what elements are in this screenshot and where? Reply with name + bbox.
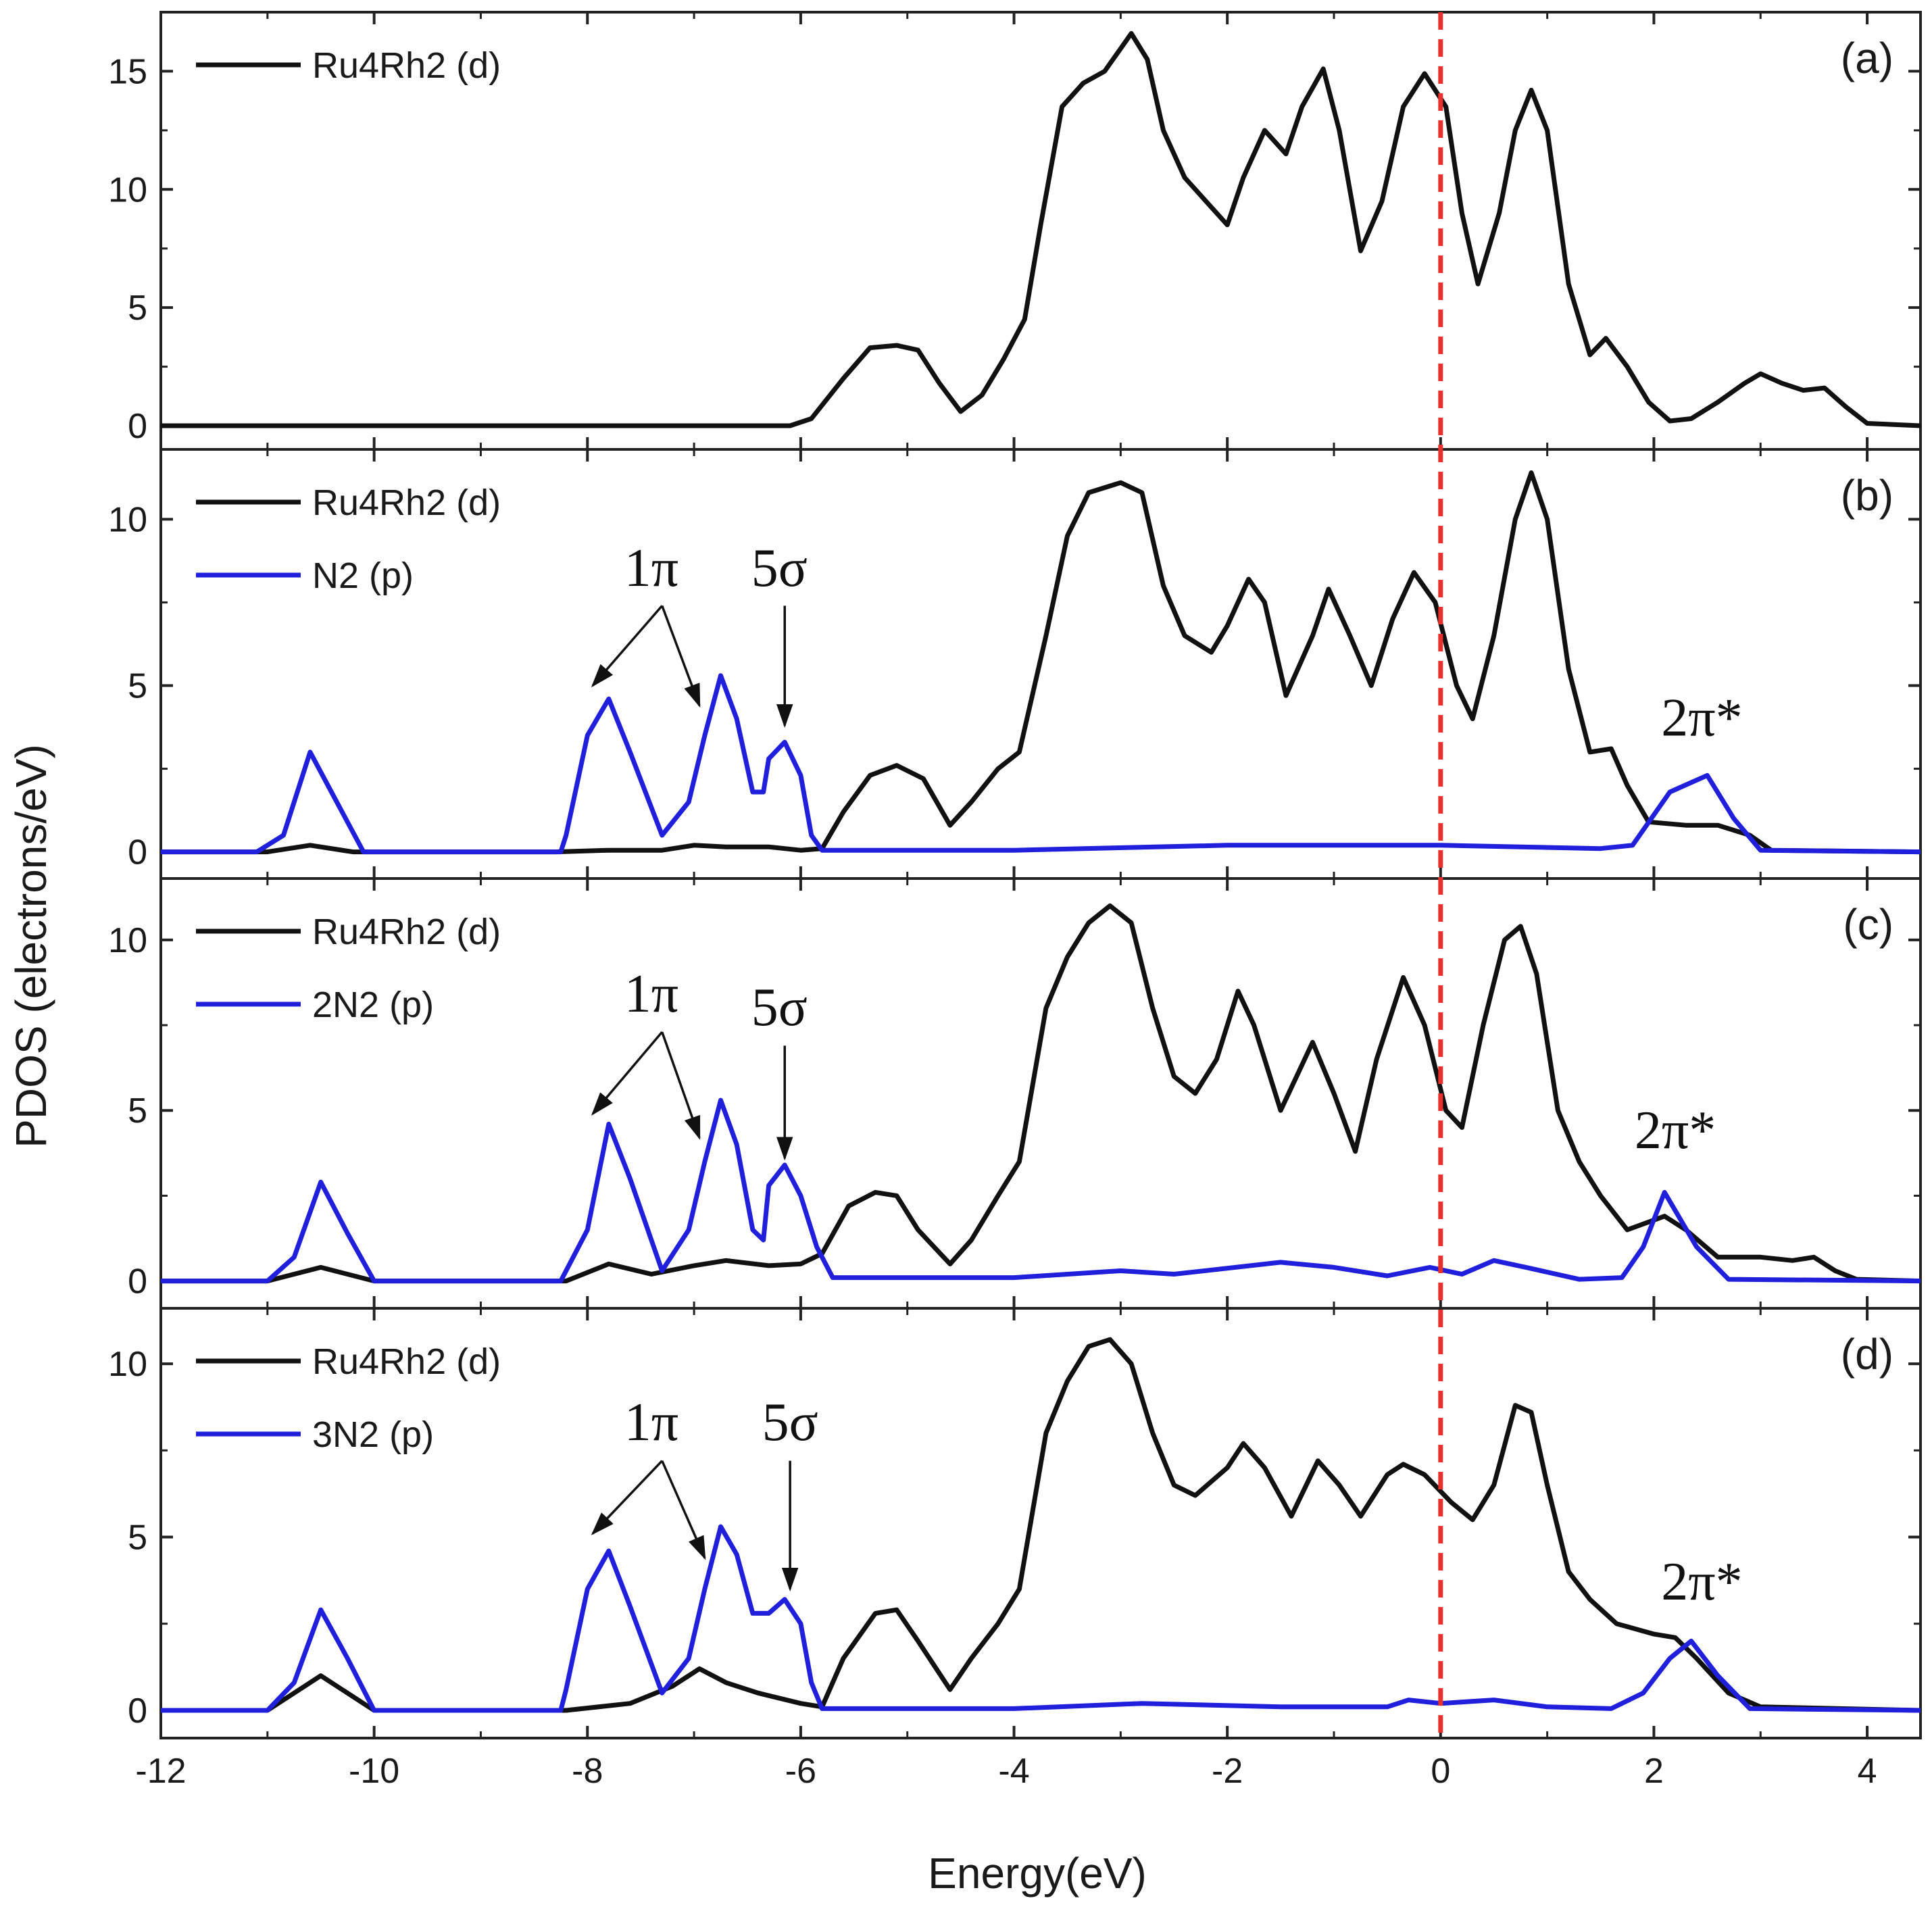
series-line-metal	[161, 903, 1921, 1284]
y-tick-label: 5	[128, 289, 147, 328]
annotation-arrow	[661, 1031, 701, 1140]
y-tick-label: 5	[128, 1518, 147, 1558]
legend-label: N2 (p)	[312, 555, 414, 596]
series-line-metal	[161, 31, 1921, 428]
x-tick-label: -4	[998, 1752, 1029, 1791]
y-tick-label: 0	[128, 407, 147, 446]
peak-annotation: 2π*	[1661, 688, 1742, 747]
panel-label: (a)	[1841, 34, 1893, 82]
series-line-metal	[161, 470, 1921, 855]
x-tick-label: 4	[1858, 1752, 1877, 1791]
x-tick-label: -6	[785, 1752, 816, 1791]
y-tick-label: 10	[108, 500, 147, 539]
y-axis-title: PDOS (electrons/eV)	[7, 744, 55, 1148]
panel-1: 0 5 10 15 Ru4Rh2 (d) (a)	[108, 11, 1922, 451]
y-tick-label: 5	[128, 666, 147, 706]
legend-label: 3N2 (p)	[312, 1414, 434, 1455]
annotation-arrow	[591, 1460, 664, 1535]
peak-annotation: 5σ	[762, 1393, 818, 1452]
legend-label: 2N2 (p)	[312, 985, 434, 1025]
annotation-arrow	[661, 605, 701, 708]
series-line-metal	[161, 1337, 1921, 1713]
legend-label: Ru4Rh2 (d)	[312, 1341, 501, 1382]
series-line-adsorbate	[161, 673, 1921, 855]
peak-annotation: 2π*	[1635, 1101, 1716, 1160]
x-tick-label: -12	[135, 1752, 186, 1791]
x-tick-label: -8	[572, 1752, 603, 1791]
legend-label: Ru4Rh2 (d)	[312, 912, 501, 952]
y-tick-label: 5	[128, 1091, 147, 1131]
y-tick-label: 0	[128, 1262, 147, 1302]
peak-annotation: 1π	[624, 1393, 678, 1452]
panel-frame	[159, 1307, 1922, 1739]
x-axis-title: Energy(eV)	[928, 1849, 1147, 1898]
peak-annotation: 5σ	[751, 539, 808, 598]
annotation-arrow	[591, 605, 664, 688]
y-tick-label: 0	[128, 1691, 147, 1731]
y-tick-label: 10	[108, 1345, 147, 1384]
x-tick-label: 0	[1431, 1752, 1450, 1791]
panel-2: 0 5 10 Ru4Rh2 (d) N2 (p) (b) 1π 5σ 2π*	[108, 448, 1922, 880]
legend-label: Ru4Rh2 (d)	[312, 483, 501, 523]
panel-4: 0 5 10 Ru4Rh2 (d) 3N2 (p) (d) 1π 5σ 2π*	[108, 1307, 1922, 1739]
x-axis: -12 -10 -8 -6 -4 -2 0 2 4	[135, 1752, 1877, 1791]
peak-annotation: 2π*	[1661, 1552, 1742, 1612]
peak-annotation: 5σ	[751, 978, 808, 1037]
series-line-adsorbate	[161, 1097, 1921, 1284]
annotation-arrow	[661, 1460, 706, 1560]
panel-label: (d)	[1841, 1330, 1893, 1379]
annotation-arrow	[591, 1031, 664, 1116]
x-tick-label: -10	[349, 1752, 399, 1791]
y-tick-label: 10	[108, 921, 147, 960]
y-tick-label: 0	[128, 833, 147, 872]
x-tick-label: 2	[1644, 1752, 1664, 1791]
x-tick-label: -2	[1212, 1752, 1243, 1791]
y-tick-label: 15	[108, 52, 147, 91]
panel-3: 0 5 10 Ru4Rh2 (d) 2N2 (p) (c) 1π 5σ 2π*	[108, 877, 1922, 1310]
panel-label: (c)	[1843, 900, 1893, 949]
panel-label: (b)	[1841, 471, 1893, 520]
y-tick-label: 10	[108, 170, 147, 209]
peak-annotation: 1π	[624, 964, 678, 1024]
peak-annotation: 1π	[624, 539, 678, 598]
legend-label: Ru4Rh2 (d)	[312, 45, 501, 86]
series-line-adsorbate	[161, 1524, 1921, 1713]
panels: 0 5 10 15 Ru4Rh2 (d) (a) 0 5 10 Ru4Rh2 (d) N2 (p) (…	[108, 11, 1922, 1739]
